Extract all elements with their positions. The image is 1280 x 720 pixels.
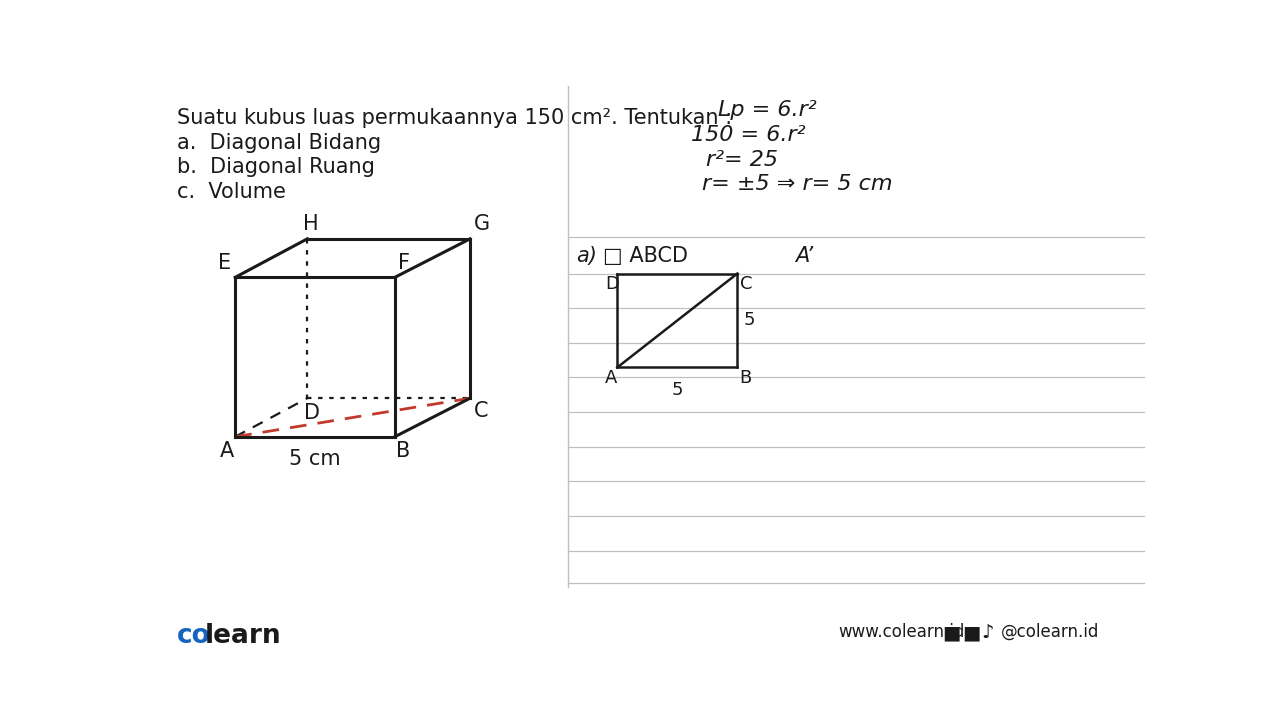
Text: A’: A’ bbox=[795, 246, 814, 266]
Text: r= ±5 ⇒ r= 5 cm: r= ±5 ⇒ r= 5 cm bbox=[703, 174, 893, 194]
Text: learn: learn bbox=[205, 623, 282, 649]
Text: 5: 5 bbox=[671, 382, 682, 400]
Text: co: co bbox=[177, 623, 211, 649]
Text: A: A bbox=[220, 441, 234, 462]
Text: 5: 5 bbox=[744, 312, 755, 330]
Text: C: C bbox=[474, 401, 489, 421]
Text: □ ABCD: □ ABCD bbox=[603, 246, 689, 266]
Text: D: D bbox=[605, 275, 618, 293]
Text: Lp = 6.r²: Lp = 6.r² bbox=[718, 100, 817, 120]
Text: ■: ■ bbox=[943, 623, 961, 642]
Text: B: B bbox=[740, 369, 751, 387]
Text: C: C bbox=[740, 275, 753, 293]
Text: A: A bbox=[605, 369, 617, 387]
Text: Suatu kubus luas permukaannya 150 cm². Tentukan :: Suatu kubus luas permukaannya 150 cm². T… bbox=[177, 108, 732, 128]
Text: E: E bbox=[218, 253, 232, 273]
Text: www.colearn.id: www.colearn.id bbox=[838, 623, 965, 641]
Text: 5 cm: 5 cm bbox=[289, 449, 340, 469]
Text: F: F bbox=[398, 253, 410, 273]
Text: @colearn.id: @colearn.id bbox=[1001, 623, 1100, 641]
Text: H: H bbox=[303, 215, 319, 234]
Text: b.  Diagonal Ruang: b. Diagonal Ruang bbox=[177, 157, 375, 177]
Text: G: G bbox=[474, 215, 490, 234]
Text: ■: ■ bbox=[963, 623, 980, 642]
Text: r²= 25: r²= 25 bbox=[707, 150, 778, 169]
Text: D: D bbox=[305, 403, 320, 423]
Text: B: B bbox=[397, 441, 411, 462]
Text: ♪: ♪ bbox=[982, 623, 995, 642]
Text: a.  Diagonal Bidang: a. Diagonal Bidang bbox=[177, 132, 381, 153]
Text: 150 = 6.r²: 150 = 6.r² bbox=[691, 125, 805, 145]
Text: a): a) bbox=[576, 246, 596, 266]
Text: c.  Volume: c. Volume bbox=[177, 182, 285, 202]
